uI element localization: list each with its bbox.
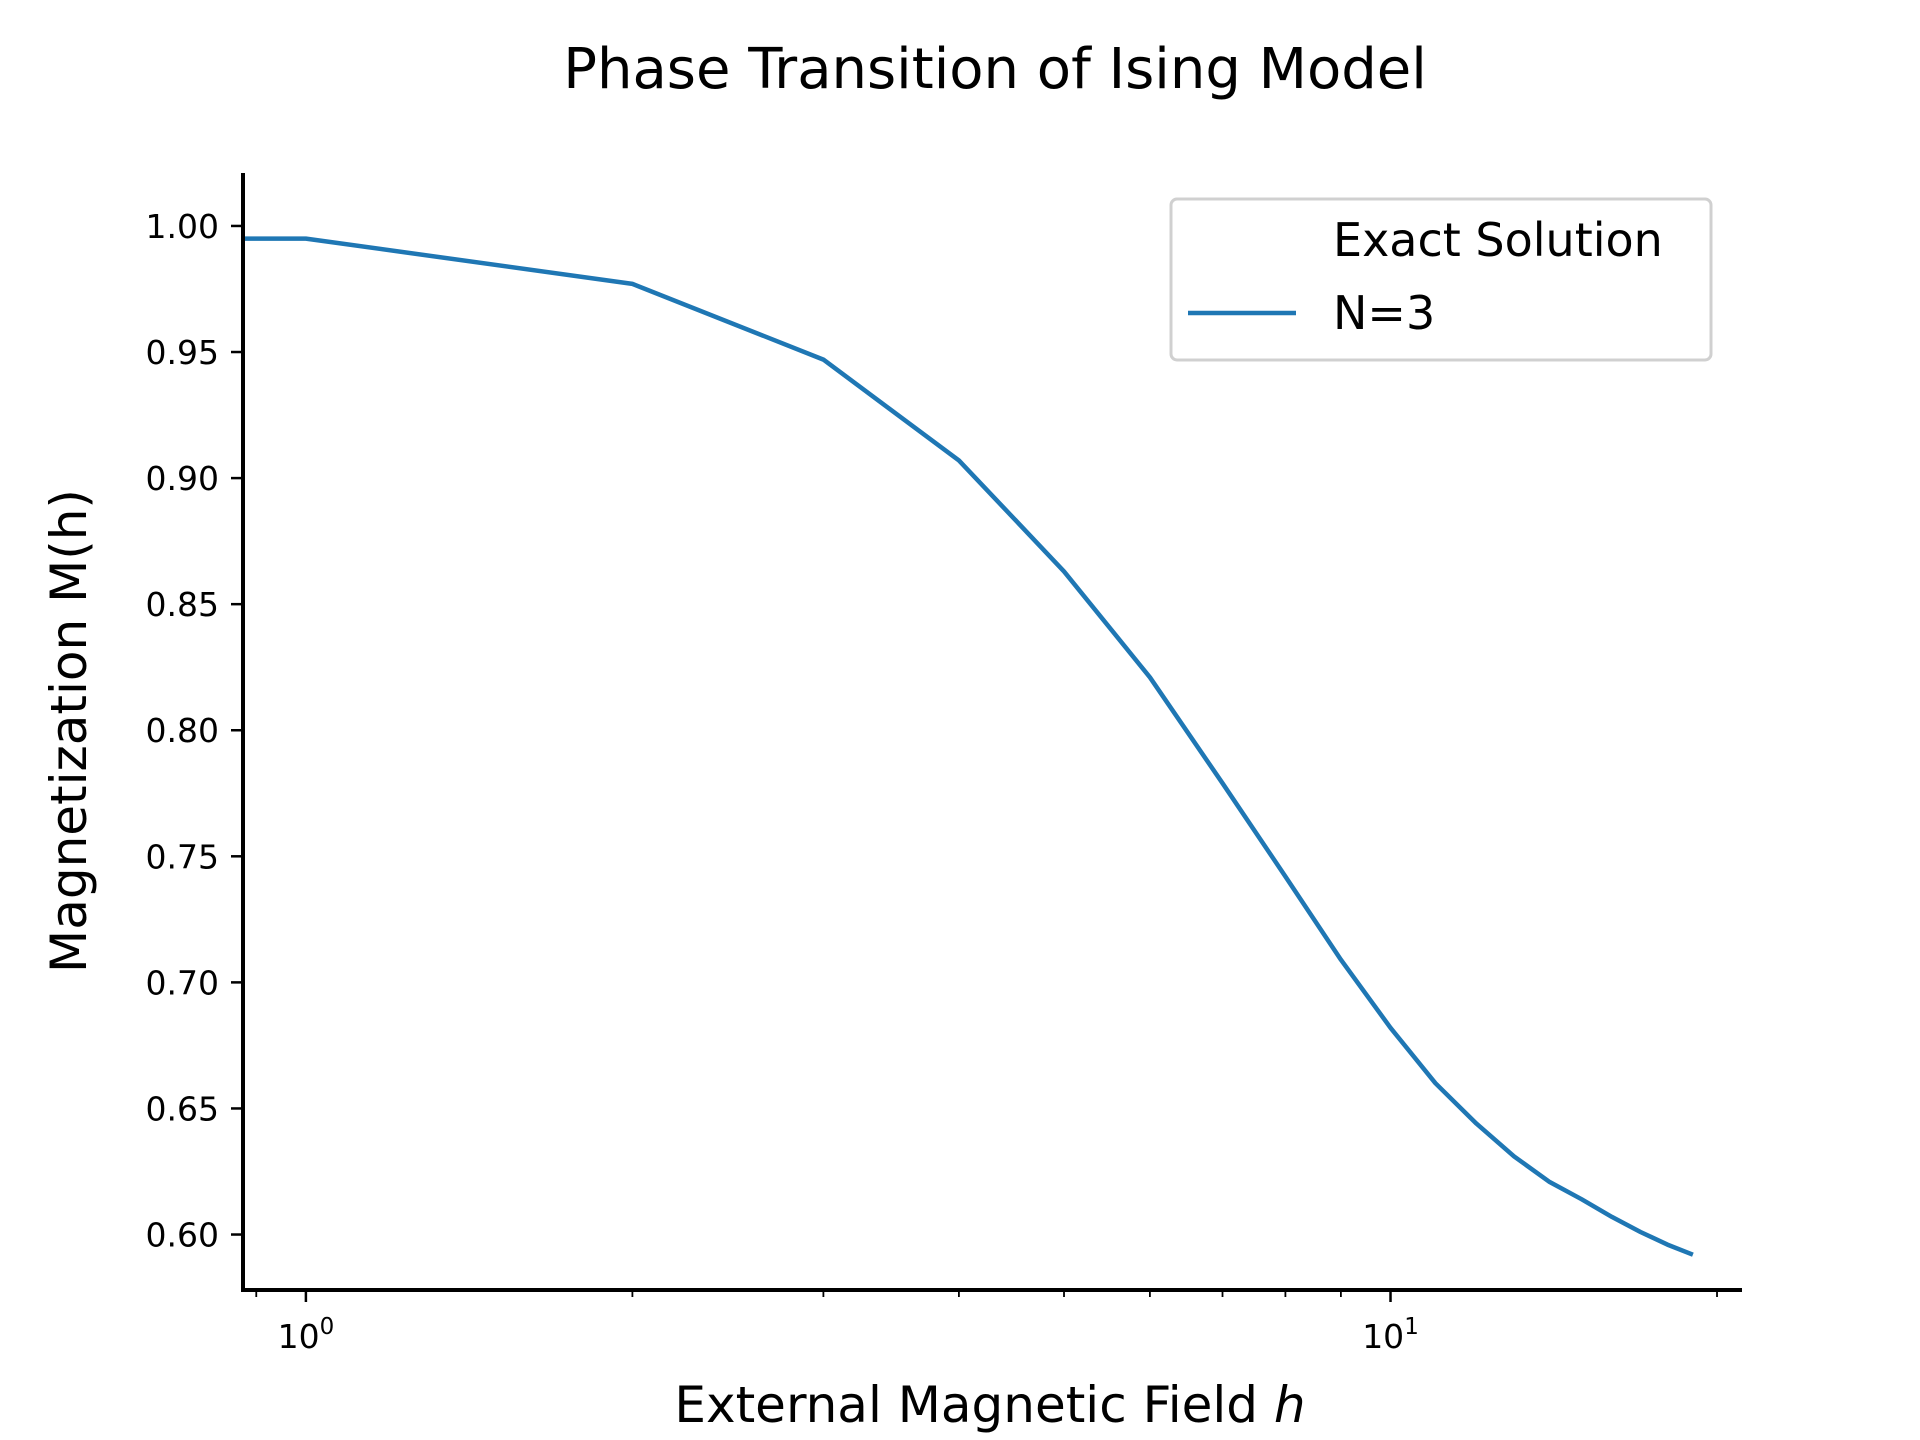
y-tick-label: 0.80 xyxy=(146,711,219,750)
y-axis-label: Magnetization M(h) xyxy=(40,489,98,973)
legend-frame xyxy=(1169,197,1713,362)
y-tick-label: 0.85 xyxy=(146,585,219,624)
y-tick-label: 1.00 xyxy=(146,207,219,246)
legend: Exact Solution N=3 xyxy=(1169,197,1713,362)
x-axis-ticks: 100 101 xyxy=(255,1290,1718,1356)
y-tick-label: 0.90 xyxy=(146,459,219,498)
x-tick-label: 101 xyxy=(1362,1314,1419,1356)
y-tick-label: 0.75 xyxy=(146,837,219,876)
legend-entry-label: N=3 xyxy=(1333,286,1435,340)
plot-area xyxy=(243,236,1694,1257)
y-tick-label: 0.65 xyxy=(146,1089,219,1128)
x-axis-label-variable: h xyxy=(1274,1376,1306,1434)
x-axis-label: External Magnetic Field h xyxy=(674,1376,1305,1434)
series-line-n3 xyxy=(243,236,1694,1257)
legend-title: Exact Solution xyxy=(1333,213,1663,267)
y-axis-ticks: 0.60 0.65 0.70 0.75 0.80 0.85 0.90 0.95 1.00 xyxy=(146,207,243,1255)
y-tick-label: 0.95 xyxy=(146,333,219,372)
y-tick-label: 0.70 xyxy=(146,963,219,1002)
x-axis-label-main: External Magnetic Field xyxy=(674,1376,1274,1434)
chart-title: Phase Transition of Ising Model xyxy=(563,37,1427,102)
y-tick-label: 0.60 xyxy=(146,1216,219,1255)
x-tick-label: 100 xyxy=(278,1314,335,1356)
